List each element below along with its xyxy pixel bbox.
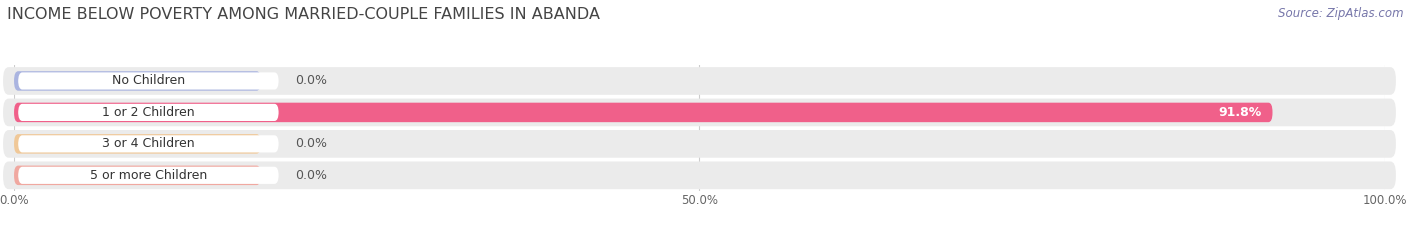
FancyBboxPatch shape [3,67,1396,95]
FancyBboxPatch shape [14,103,1272,122]
Text: 91.8%: 91.8% [1218,106,1261,119]
Text: INCOME BELOW POVERTY AMONG MARRIED-COUPLE FAMILIES IN ABANDA: INCOME BELOW POVERTY AMONG MARRIED-COUPL… [7,7,600,22]
FancyBboxPatch shape [14,71,262,91]
FancyBboxPatch shape [3,161,1396,189]
Text: 1 or 2 Children: 1 or 2 Children [103,106,194,119]
FancyBboxPatch shape [3,130,1396,158]
FancyBboxPatch shape [14,166,262,185]
FancyBboxPatch shape [18,104,278,121]
FancyBboxPatch shape [18,167,278,184]
FancyBboxPatch shape [18,72,278,89]
Text: 3 or 4 Children: 3 or 4 Children [103,137,194,150]
Text: Source: ZipAtlas.com: Source: ZipAtlas.com [1278,7,1403,20]
Text: No Children: No Children [112,75,186,87]
FancyBboxPatch shape [3,99,1396,126]
Text: 5 or more Children: 5 or more Children [90,169,207,182]
FancyBboxPatch shape [14,134,262,154]
FancyBboxPatch shape [18,135,278,152]
Text: 0.0%: 0.0% [295,137,328,150]
Text: 0.0%: 0.0% [295,75,328,87]
Text: 0.0%: 0.0% [295,169,328,182]
